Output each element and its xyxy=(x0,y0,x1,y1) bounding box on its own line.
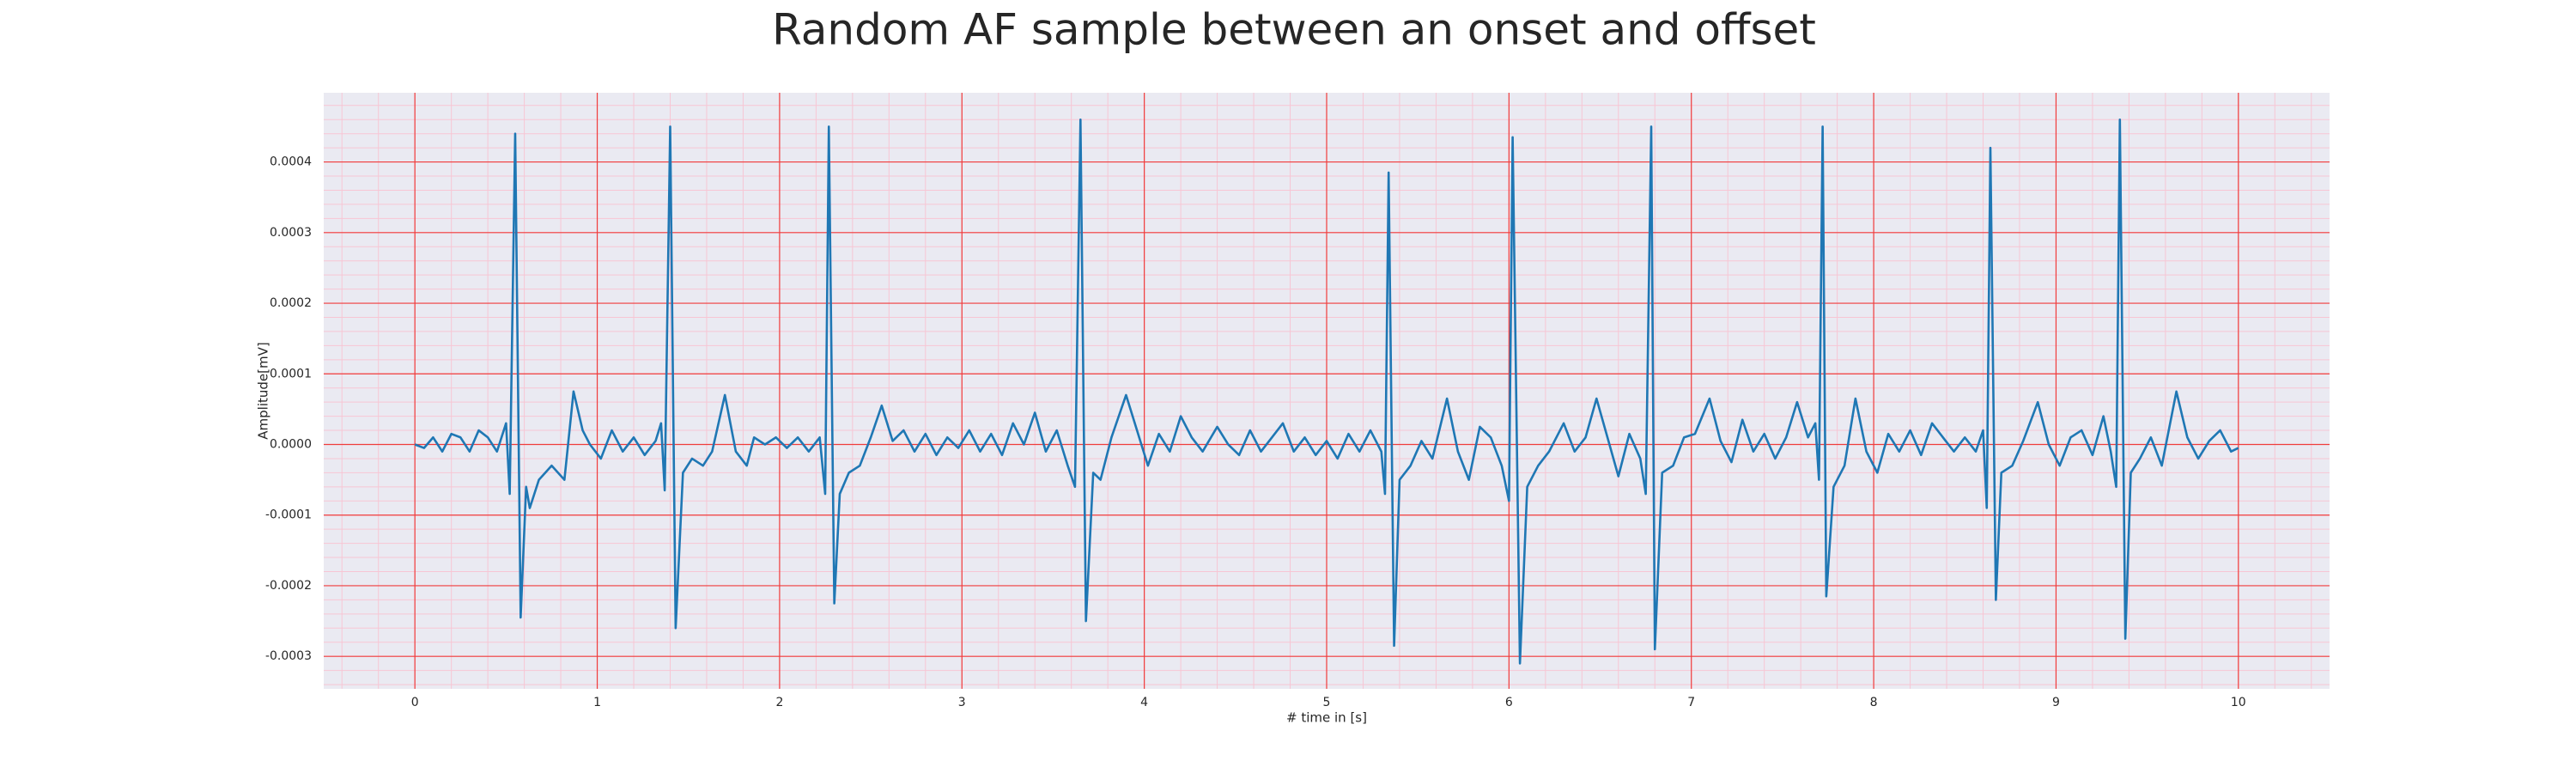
y-tick-label: 0.0003 xyxy=(270,226,312,240)
y-tick-label: 0.0004 xyxy=(270,155,312,169)
y-tick-label: 0.0000 xyxy=(270,437,312,451)
x-tick-label: 1 xyxy=(593,696,601,709)
x-tick-label: 4 xyxy=(1140,696,1148,709)
x-tick-label: 7 xyxy=(1687,696,1695,709)
x-tick-label: 10 xyxy=(2231,696,2246,709)
x-axis-label: # time in [s] xyxy=(1286,710,1367,726)
chart-title: Random AF sample between an onset and of… xyxy=(772,5,1816,55)
x-tick-label: 0 xyxy=(411,696,419,709)
x-tick-label: 3 xyxy=(958,696,966,709)
y-tick-label: -0.0001 xyxy=(265,508,312,522)
y-tick-label: -0.0002 xyxy=(265,579,312,593)
ecg-line xyxy=(414,118,2239,665)
x-tick-label: 2 xyxy=(775,696,783,709)
y-tick-label: 0.0001 xyxy=(270,367,312,380)
x-tick-label: 5 xyxy=(1323,696,1331,709)
x-tick-label: 8 xyxy=(1870,696,1878,709)
x-tick-label: 6 xyxy=(1505,696,1513,709)
y-tick-label: -0.0003 xyxy=(265,649,312,663)
y-axis-label: Amplitude[mV] xyxy=(256,342,271,439)
y-tick-label: 0.0002 xyxy=(270,296,312,310)
x-tick-label: 9 xyxy=(2052,696,2060,709)
